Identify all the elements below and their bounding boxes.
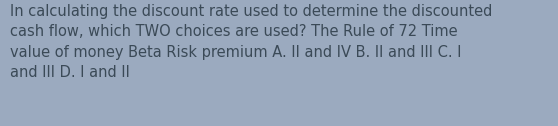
Text: In calculating the discount rate used to determine the discounted
cash flow, whi: In calculating the discount rate used to… (10, 4, 492, 80)
